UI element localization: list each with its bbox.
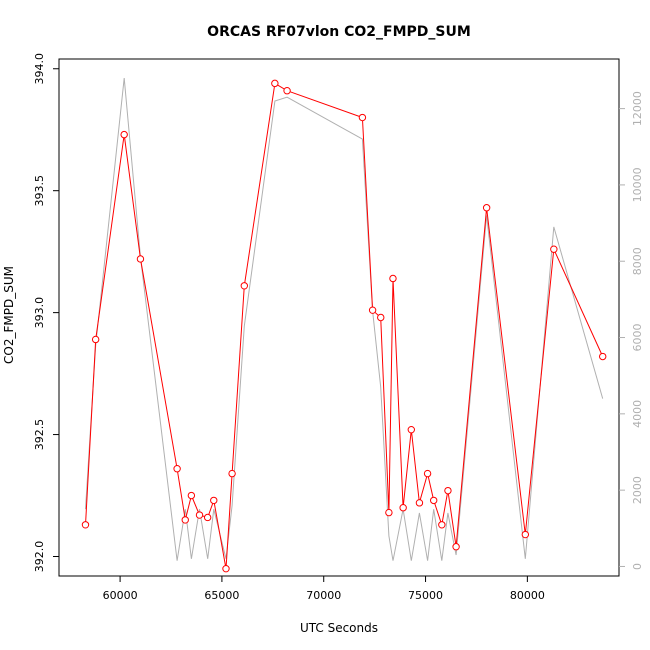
data-point [423,469,432,478]
data-point [438,521,446,529]
y2-tick-label: 2000 [631,476,644,504]
data-point [203,513,212,522]
x-axis-title: UTC Seconds [300,621,378,635]
y2-tick-label: 12000 [631,91,644,126]
data-point [385,508,393,517]
x-tick-label: 65000 [204,589,239,602]
data-point [91,335,100,344]
data-point [415,499,424,507]
data-point [222,564,230,573]
data-point [521,530,530,539]
data-point [377,313,385,322]
data-point [195,511,204,519]
y-axis-title: CO2_FMPD_SUM [2,266,16,364]
y2-tick-label: 10000 [631,167,644,202]
data-point [228,469,236,478]
x-tick-label: 80000 [510,589,545,602]
data-point [283,87,291,95]
data-point [173,464,181,473]
y2-tick-label: 0 [631,563,644,570]
data-point [429,496,438,505]
plot-layer: 60000 65000 70000 75000 80000392.0392.5393.0… [33,53,644,602]
data-point [399,504,407,512]
data-point [599,352,607,361]
data-point [271,79,279,88]
y2-tick-label: 4000 [631,400,644,428]
y-tick-label: 393.0 [33,297,46,329]
data-point [358,113,367,122]
data-point [187,491,196,500]
data-point [136,255,145,263]
y-tick-label: 393.5 [33,175,46,207]
data-point [368,306,377,314]
data-point [482,204,491,212]
data-point [407,425,415,434]
x-tick-label: 60000 [103,589,138,602]
y-tick-label: 392.5 [33,419,46,451]
data-point [181,516,189,524]
data-point [550,245,558,253]
data-point [210,496,218,505]
data-point [81,521,90,529]
y2-tick-label: 6000 [631,324,644,352]
y-tick-label: 394.0 [33,53,46,85]
plot-frame [58,58,620,577]
x-tick-label: 75000 [408,589,443,602]
data-point [120,130,128,139]
data-point [240,282,249,290]
x-tick-label: 70000 [306,589,341,602]
data-point [452,543,460,551]
data-point [444,486,452,495]
y2-tick-label: 8000 [631,247,644,275]
primary-series-line [85,82,604,569]
y-tick-label: 392.0 [33,541,46,573]
chart-title: ORCAS RF07vlon CO2_FMPD_SUM [207,24,471,40]
data-point [389,274,397,283]
